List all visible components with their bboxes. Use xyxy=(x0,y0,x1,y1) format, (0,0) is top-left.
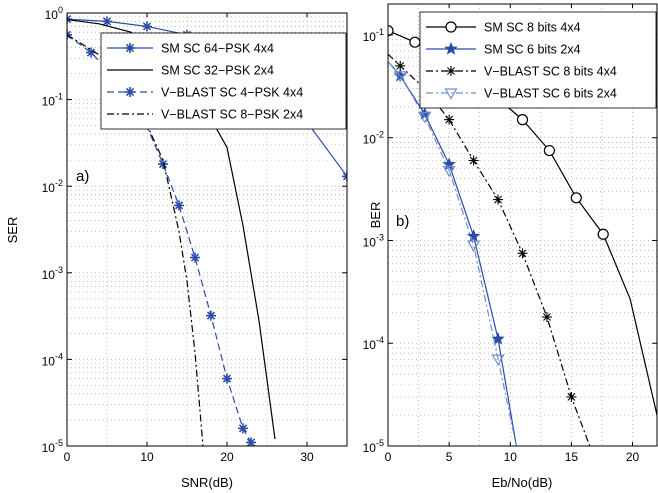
series-3 xyxy=(388,61,517,446)
data-point-marker xyxy=(491,331,505,345)
legend-marker-sample xyxy=(444,88,458,100)
x-tick-label: 5 xyxy=(446,450,453,464)
legend-entry-label: V−BLAST SC 8−PSK 2x4 xyxy=(161,108,303,122)
panel-a-x-axis-label: SNR(dB) xyxy=(181,475,233,490)
data-point-marker xyxy=(491,354,505,366)
data-point-marker xyxy=(466,229,481,242)
data-point-marker xyxy=(541,312,552,323)
x-tick-label: 20 xyxy=(626,450,640,464)
x-tick-label: 0 xyxy=(64,450,71,464)
data-point-marker xyxy=(444,114,455,125)
legend-marker-sample xyxy=(125,43,135,53)
data-point-marker xyxy=(388,25,394,37)
panel-b-series-layer xyxy=(388,25,657,446)
data-point-marker xyxy=(393,71,407,83)
panel-b-legend: SM SC 8 bits 4x4 SM SC 6 bits 2x4 V−BLAST … xyxy=(419,11,657,109)
panel-b-axes-frame xyxy=(387,3,658,447)
y-tick-label: 10-5 xyxy=(363,438,384,455)
panel-b-chart: 0 5 10 15 20 10-1 10-2 10-3 10-4 10-5 Eb/No(dB) B… xyxy=(363,3,658,490)
x-tick-label: 0 xyxy=(385,450,392,464)
series-line xyxy=(388,53,591,446)
data-point-marker xyxy=(206,310,216,321)
data-point-marker xyxy=(67,14,72,25)
panel-a-tick-labels: 0 10 20 30 100 10-1 10-2 10-3 10-4 10-5 xyxy=(42,5,347,464)
data-point-marker xyxy=(468,155,479,166)
legend-entry-label: SM SC 64−PSK 4x4 xyxy=(161,42,274,56)
panel-b-x-axis-label: Eb/No(dB) xyxy=(492,475,553,490)
x-tick-label: 15 xyxy=(565,450,579,464)
data-point-marker xyxy=(102,16,112,27)
data-point-marker xyxy=(467,240,481,252)
data-point-marker xyxy=(342,171,347,182)
legend-entry-label: SM SC 8 bits 4x4 xyxy=(484,21,581,35)
data-point-marker xyxy=(238,423,248,434)
x-tick-label: 20 xyxy=(220,450,234,464)
data-point-marker xyxy=(543,144,556,157)
legend-entry-label: V−BLAST SC 8 bits 4x4 xyxy=(484,65,617,79)
series-line xyxy=(388,61,517,446)
panel-a-legend: SM SC 64−PSK 4x4 SM SC 32−PSK 2x4 V−BLAST … xyxy=(100,32,347,130)
data-point-marker xyxy=(409,36,421,48)
legend-marker-sample xyxy=(445,21,457,33)
data-point-marker xyxy=(395,60,406,71)
data-point-marker xyxy=(517,248,528,259)
data-point-marker xyxy=(67,29,72,40)
legend-box xyxy=(100,32,347,130)
y-tick-label: 10-4 xyxy=(42,351,63,368)
y-tick-label: 10-1 xyxy=(363,27,384,44)
data-point-marker xyxy=(418,112,432,124)
data-point-marker xyxy=(493,194,504,205)
legend-entry-label: V−BLAST SC 6 bits 2x4 xyxy=(484,87,617,101)
y-tick-label: 10-2 xyxy=(42,178,63,195)
legend-box xyxy=(419,11,657,109)
legend-entry-label: V−BLAST SC 4−PSK 4x4 xyxy=(161,86,303,100)
panel-b-tag: b) xyxy=(396,213,409,230)
legend-marker-sample xyxy=(446,66,456,76)
data-point-marker xyxy=(442,165,456,178)
y-tick-label: 10-4 xyxy=(363,335,384,352)
y-tick-label: 10-3 xyxy=(42,265,63,282)
x-tick-label: 10 xyxy=(140,450,154,464)
legend-entry-label: SM SC 6 bits 2x4 xyxy=(484,43,581,57)
panel-b-tick-labels: 0 5 10 15 20 10-1 10-2 10-3 10-4 10-5 xyxy=(363,4,657,464)
data-point-marker xyxy=(158,159,168,170)
data-point-marker xyxy=(142,21,152,32)
data-point-marker xyxy=(597,228,609,240)
panel-a-axes-frame xyxy=(66,12,348,447)
y-tick-label: 10-5 xyxy=(42,438,63,455)
panel-a-y-axis-label: SER xyxy=(5,217,20,244)
x-tick-label: 10 xyxy=(504,450,518,464)
y-tick-label: 10-3 xyxy=(363,232,384,249)
data-point-marker xyxy=(570,192,582,204)
y-tick-label: 100 xyxy=(45,5,63,22)
data-point-marker xyxy=(566,391,577,402)
panel-a-tag: a) xyxy=(76,168,89,185)
data-point-marker xyxy=(222,373,232,384)
legend-entry-label: SM SC 32−PSK 2x4 xyxy=(161,64,274,78)
panel-a-chart: 0 10 20 30 100 10-1 10-2 10-3 10-4 10-5 SNR(dB) S… xyxy=(5,5,348,490)
data-point-marker xyxy=(174,200,184,211)
panel-b-y-axis-label: BER xyxy=(368,202,383,229)
legend-marker-sample xyxy=(125,87,135,97)
data-point-marker xyxy=(516,114,529,126)
data-point-marker xyxy=(190,252,200,263)
y-tick-label: 10-2 xyxy=(363,130,384,147)
legend-marker-sample xyxy=(444,41,458,55)
y-tick-label: 10-1 xyxy=(42,92,63,109)
x-tick-label: 30 xyxy=(300,450,314,464)
